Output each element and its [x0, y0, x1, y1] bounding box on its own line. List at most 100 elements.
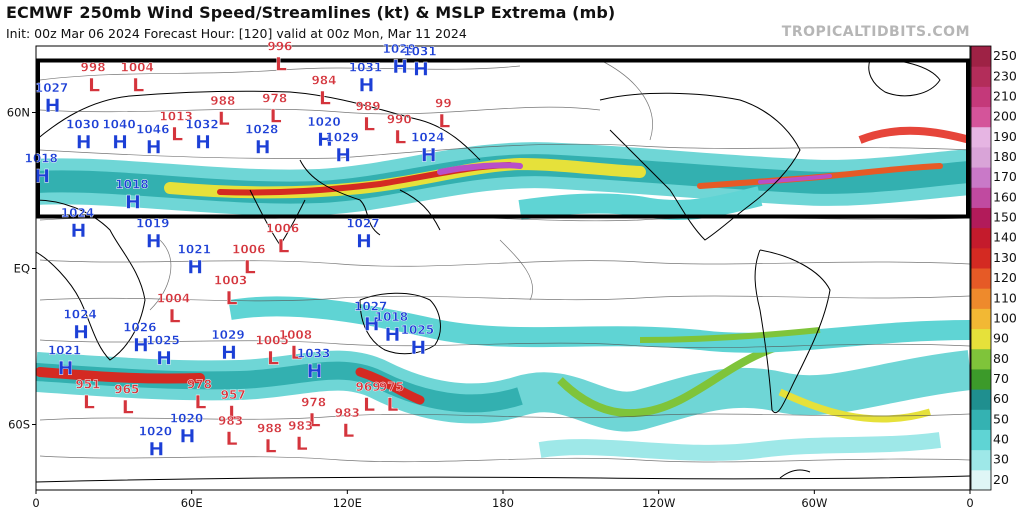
colorbar-swatch: [971, 449, 991, 471]
pressure-letter: H: [45, 95, 61, 117]
pressure-letter: L: [194, 392, 206, 414]
colorbar-swatch: [971, 389, 991, 410]
coastline-south-america: [754, 249, 831, 413]
coastline-australia: [359, 292, 441, 355]
pressure-value: 1027: [354, 300, 387, 314]
pressure-letter: L: [218, 108, 230, 130]
x-tick-label: 60W: [801, 496, 827, 510]
pressure-letter: H: [364, 314, 380, 336]
coastline-india: [249, 189, 306, 246]
colorbar-label: 90: [993, 331, 1009, 346]
pressure-letter: L: [83, 392, 95, 414]
pressure-letter: H: [421, 145, 437, 167]
streamline: [39, 339, 970, 349]
colorbar-label: 160: [993, 189, 1017, 204]
x-tick-label: 180: [492, 496, 514, 510]
colorbar-label: 100: [993, 310, 1017, 325]
jet-core-south-australia: [355, 367, 425, 405]
colorbar-label: 40: [993, 432, 1009, 447]
jet-subtropical-south: [228, 296, 970, 353]
pressure-value: 988: [210, 94, 235, 108]
pressure-value: 983: [335, 406, 360, 420]
pressure-value: 1024: [63, 307, 96, 321]
colorbar-swatch: [971, 429, 991, 451]
y-tick-label: 60S: [8, 418, 30, 432]
pressure-letter: H: [148, 438, 164, 460]
colorbar-swatch: [971, 288, 991, 309]
pressure-letter: L: [319, 87, 331, 109]
colorbar-swatch: [971, 368, 991, 390]
pressure-value: 1018: [115, 177, 148, 191]
colorbar-label: 140: [993, 230, 1017, 245]
pressure-value: 1032: [185, 118, 218, 132]
colorbar-swatch: [971, 328, 991, 350]
colorbar-label: 80: [993, 351, 1009, 366]
pressure-value: 1024: [61, 206, 94, 220]
pressure-value: 957: [221, 388, 246, 402]
colorbar-label: 200: [993, 109, 1017, 124]
pressure-letter: H: [125, 191, 141, 213]
coastline-africa: [36, 199, 146, 361]
colorbar-swatch: [971, 348, 991, 370]
colorbar-label: 120: [993, 270, 1017, 285]
colorbar-label: 190: [993, 129, 1017, 144]
pressure-letter: L: [363, 394, 375, 416]
coastline-north-america: [599, 92, 801, 241]
pressure-letter: H: [146, 230, 162, 252]
colorbar-label: 250: [993, 48, 1017, 63]
streamline: [499, 239, 533, 301]
pressure-value: 951: [75, 378, 100, 392]
colorbar-swatch: [971, 126, 991, 148]
jet-max-north: [437, 162, 523, 175]
pressure-value: 1004: [120, 60, 153, 74]
colorbar-swatch: [971, 308, 991, 330]
pressure-letter: L: [290, 342, 302, 364]
map-area: [35, 45, 971, 491]
pressure-letter: L: [264, 436, 276, 458]
colorbar-label: 110: [993, 290, 1017, 305]
colorbar-swatch: [971, 207, 991, 229]
pressure-letter: L: [226, 428, 238, 450]
y-tick-label: 60N: [7, 106, 30, 120]
pressure-value: 969: [356, 380, 381, 394]
pressure-value: 1020: [170, 411, 203, 425]
colorbar-label: 230: [993, 68, 1017, 83]
colorbar-label: 50: [993, 411, 1009, 426]
pressure-letter: H: [413, 59, 429, 81]
highlight-box: [36, 58, 970, 219]
pressure-value: 1040: [102, 118, 135, 132]
x-tick-label: 60E: [181, 496, 203, 510]
pressure-value: 1031: [349, 60, 382, 74]
pressure-value: 978: [262, 92, 287, 106]
colorbar-swatch: [971, 268, 991, 289]
coastline-antarctica: [36, 475, 970, 483]
pressure-value: 1013: [159, 110, 192, 124]
coastline-europe-asia: [36, 90, 481, 236]
colorbar-label: 210: [993, 88, 1017, 103]
jet-core-south-indian: [36, 367, 205, 384]
x-tick-label: 0: [32, 496, 39, 510]
pressure-value: 1018: [24, 151, 57, 165]
pressure-value: 1027: [35, 81, 68, 95]
pressure-letter: H: [156, 347, 172, 369]
pressure-letter: H: [384, 324, 400, 346]
